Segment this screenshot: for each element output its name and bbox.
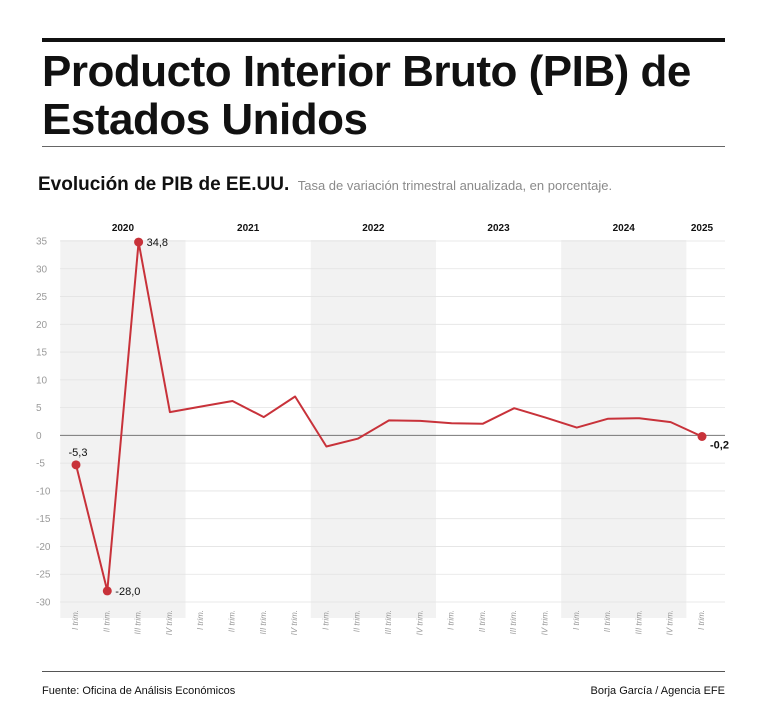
page-title: Producto Interior Bruto (PIB) de Estados… xyxy=(42,47,691,144)
year-label-2020: 2020 xyxy=(112,223,135,234)
title-divider xyxy=(42,146,725,147)
year-label-2024: 2024 xyxy=(613,223,636,234)
footer-divider xyxy=(42,671,725,672)
y-tick-label: -5 xyxy=(36,459,45,470)
x-tick-label: II trim. xyxy=(102,610,111,632)
x-tick-label: IV trim. xyxy=(415,610,424,635)
credit-note: Borja García / Agencia EFE xyxy=(590,685,725,697)
chart-subtitle-note: Tasa de variación trimestral anualizada,… xyxy=(297,178,613,193)
y-tick-label: 25 xyxy=(36,292,48,303)
year-label-2025: 2025 xyxy=(691,223,714,234)
data-label: -0,2 xyxy=(710,439,729,451)
x-tick-label: IV trim. xyxy=(290,610,299,635)
year-band-2020 xyxy=(60,240,186,618)
chart-subtitle: Evolución de PIB de EE.UU. xyxy=(38,174,290,195)
data-point-marker xyxy=(134,237,144,247)
x-tick-label: II trim. xyxy=(353,610,362,632)
y-tick-label: 30 xyxy=(36,264,48,275)
year-label-2021: 2021 xyxy=(237,223,260,234)
x-tick-label: II trim. xyxy=(478,610,487,632)
x-tick-label: I trim. xyxy=(447,610,456,630)
x-tick-label: IV trim. xyxy=(666,610,675,635)
x-tick-label: IV trim. xyxy=(541,610,550,635)
x-tick-label: II trim. xyxy=(603,610,612,632)
y-tick-label: 15 xyxy=(36,348,48,359)
data-point-marker xyxy=(697,431,707,441)
x-tick-label: III trim. xyxy=(634,610,643,634)
data-point-marker xyxy=(102,586,112,596)
year-label-2023: 2023 xyxy=(487,223,510,234)
y-tick-label: -15 xyxy=(36,514,51,525)
x-tick-label: I trim. xyxy=(572,610,581,630)
year-label-2022: 2022 xyxy=(362,223,385,234)
x-tick-label: III trim. xyxy=(259,610,268,634)
x-tick-label: I trim. xyxy=(697,610,706,630)
data-point-marker xyxy=(71,460,81,470)
y-tick-label: -25 xyxy=(36,570,51,581)
y-tick-label: -10 xyxy=(36,486,51,497)
year-band-2024 xyxy=(561,240,687,618)
data-label: -28,0 xyxy=(115,586,140,598)
y-tick-label: 0 xyxy=(36,431,42,442)
gdp-series-line xyxy=(75,241,703,592)
data-label: 34,8 xyxy=(147,237,168,249)
x-tick-label: I trim. xyxy=(321,610,330,630)
top-rule xyxy=(42,38,725,42)
y-tick-label: 5 xyxy=(36,403,42,414)
y-tick-label: 10 xyxy=(36,375,48,386)
y-tick-label: -20 xyxy=(36,542,51,553)
y-tick-label: 35 xyxy=(36,237,48,248)
x-tick-label: III trim. xyxy=(509,610,518,634)
x-tick-label: I trim. xyxy=(71,610,80,630)
x-tick-label: IV trim. xyxy=(165,610,174,635)
x-tick-label: III trim. xyxy=(384,610,393,634)
source-note: Fuente: Oficina de Análisis Económicos xyxy=(42,685,236,697)
chart-heading: Evolución de PIB de EE.UU. Tasa de varia… xyxy=(38,174,612,196)
x-tick-label: II trim. xyxy=(228,610,237,632)
y-tick-label: -30 xyxy=(36,598,51,609)
data-label: -5,3 xyxy=(69,447,88,459)
x-tick-label: III trim. xyxy=(134,610,143,634)
x-tick-label: I trim. xyxy=(196,610,205,630)
y-tick-label: 20 xyxy=(36,320,48,331)
